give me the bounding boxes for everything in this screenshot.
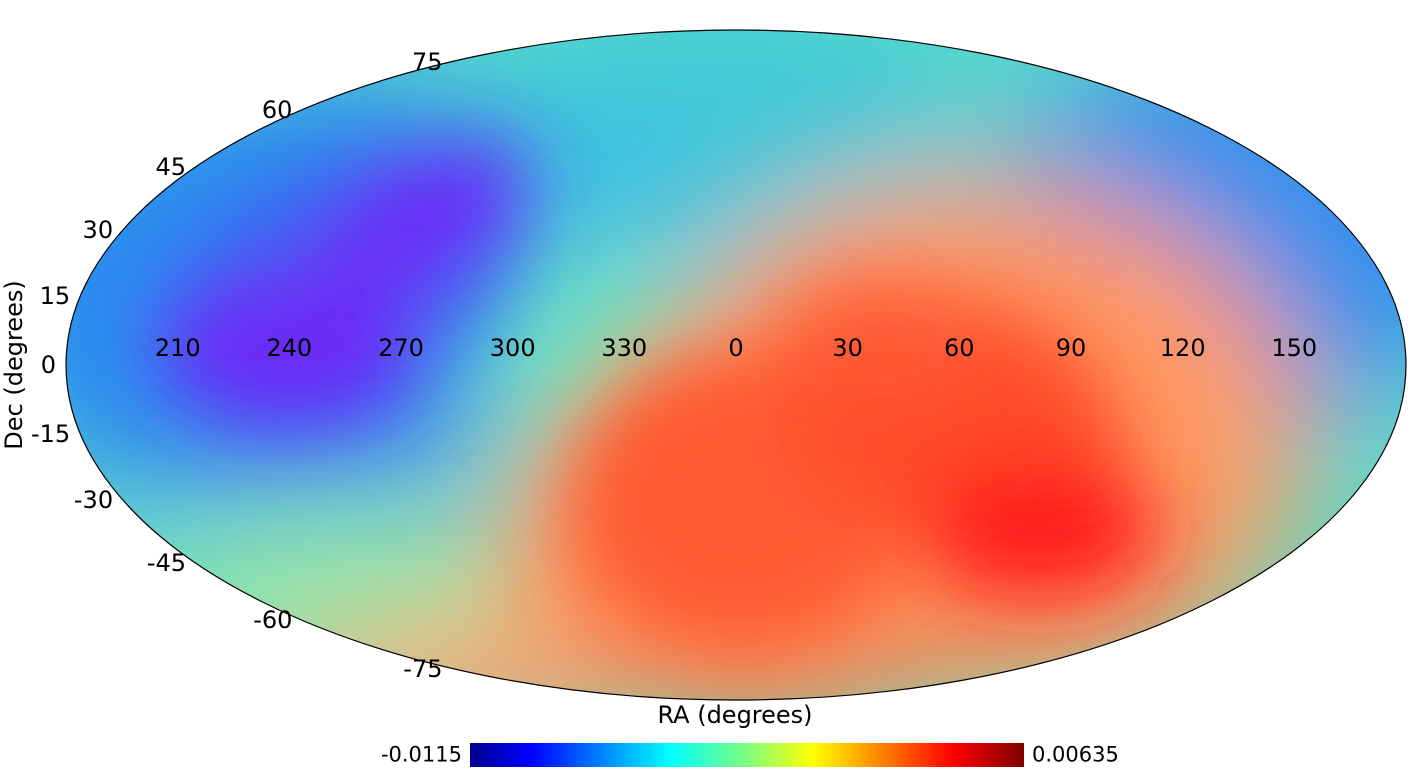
colorbar bbox=[470, 743, 1024, 767]
ra-tick-label: 0 bbox=[728, 334, 744, 362]
dec-tick-label: -30 bbox=[73, 486, 114, 515]
ra-tick-label: 60 bbox=[944, 334, 975, 362]
ra-tick-label: 150 bbox=[1271, 334, 1318, 362]
ra-tick-label: 270 bbox=[378, 334, 424, 362]
dec-tick-label: -60 bbox=[253, 606, 293, 635]
colorbar-gradient bbox=[470, 743, 1024, 767]
ra-tick-label: 120 bbox=[1159, 334, 1206, 362]
dec-tick-label: 15 bbox=[39, 282, 71, 311]
dec-tick-label: 45 bbox=[155, 152, 186, 181]
dec-tick-label: -45 bbox=[146, 549, 186, 578]
ra-tick-label: 90 bbox=[1055, 334, 1087, 362]
dec-tick-label: -15 bbox=[30, 419, 71, 448]
dec-tick-label: 0 bbox=[40, 351, 56, 379]
map-outline bbox=[65, 29, 1407, 701]
dec-tick-label: -75 bbox=[403, 654, 443, 683]
ra-tick-label: 240 bbox=[266, 334, 313, 362]
dec-tick-label: 30 bbox=[82, 215, 114, 244]
ra-tick-label: 210 bbox=[154, 334, 201, 362]
sky-field bbox=[66, 30, 1406, 700]
colorbar-min-label: -0.0115 bbox=[380, 742, 462, 767]
ra-tick-label: 300 bbox=[489, 334, 536, 362]
dec-tick-label: 60 bbox=[261, 95, 293, 124]
ra-tick-label: 30 bbox=[832, 334, 863, 362]
x-axis-label: RA (degrees) bbox=[657, 701, 813, 729]
colorbar-max-label: 0.00635 bbox=[1032, 742, 1119, 767]
dec-tick-label: 75 bbox=[411, 47, 443, 76]
y-axis-label: Dec (degrees) bbox=[0, 280, 28, 450]
ra-tick-label: 330 bbox=[601, 334, 648, 362]
